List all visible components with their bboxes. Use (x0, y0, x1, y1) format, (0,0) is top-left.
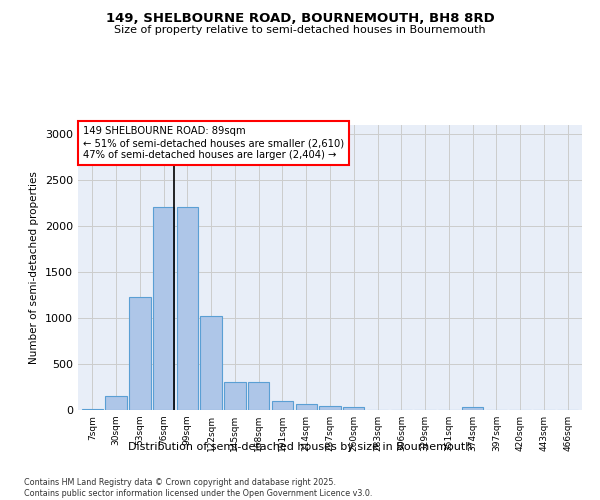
Bar (462, 407, 484, 410)
Y-axis label: Number of semi-detached properties: Number of semi-detached properties (29, 171, 40, 364)
Bar (272, 402, 293, 410)
Bar (248, 382, 269, 410)
Bar (106, 396, 127, 410)
Bar (296, 404, 317, 410)
Bar (153, 207, 174, 410)
Bar (82, 409, 103, 410)
Bar (224, 382, 245, 410)
Text: Contains HM Land Registry data © Crown copyright and database right 2025.
Contai: Contains HM Land Registry data © Crown c… (24, 478, 373, 498)
Text: Distribution of semi-detached houses by size in Bournemouth: Distribution of semi-detached houses by … (128, 442, 472, 452)
Text: 149 SHELBOURNE ROAD: 89sqm
← 51% of semi-detached houses are smaller (2,610)
47%: 149 SHELBOURNE ROAD: 89sqm ← 51% of semi… (83, 126, 344, 160)
Bar (319, 406, 341, 410)
Text: 149, SHELBOURNE ROAD, BOURNEMOUTH, BH8 8RD: 149, SHELBOURNE ROAD, BOURNEMOUTH, BH8 8… (106, 12, 494, 26)
Bar (343, 407, 364, 410)
Text: Size of property relative to semi-detached houses in Bournemouth: Size of property relative to semi-detach… (114, 25, 486, 35)
Bar (200, 316, 222, 410)
Bar (129, 297, 151, 410)
Bar (176, 207, 198, 410)
